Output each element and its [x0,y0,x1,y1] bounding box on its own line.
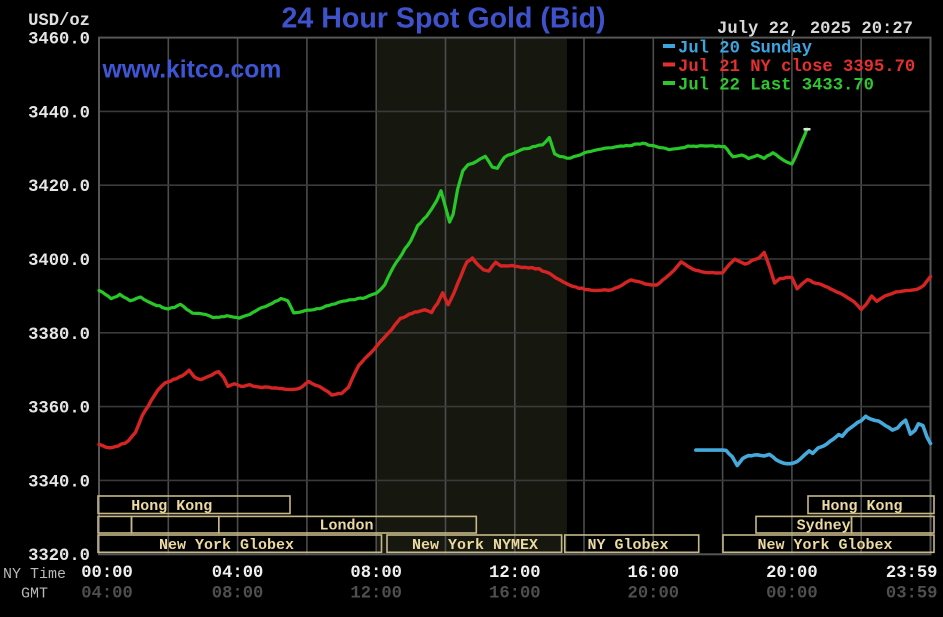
svg-text:00:00: 00:00 [766,585,818,604]
svg-text:3380.0: 3380.0 [28,326,90,345]
svg-text:00:00: 00:00 [81,564,133,583]
svg-text:16:00: 16:00 [628,564,680,583]
svg-text:July 22, 2025 20:27: July 22, 2025 20:27 [717,20,913,39]
svg-text:3320.0: 3320.0 [28,547,90,566]
svg-text:Sydney: Sydney [797,518,851,535]
svg-text:3440.0: 3440.0 [28,104,90,123]
svg-text:24 Hour Spot Gold (Bid): 24 Hour Spot Gold (Bid) [281,3,605,35]
svg-text:3420.0: 3420.0 [28,178,90,197]
svg-text:GMT: GMT [21,586,48,603]
svg-text:08:00: 08:00 [212,585,264,604]
svg-text:New York Globex: New York Globex [159,537,294,554]
svg-text:NY Globex: NY Globex [587,537,668,554]
svg-text:Hong Kong: Hong Kong [821,498,902,515]
svg-text:04:00: 04:00 [212,564,264,583]
svg-text:Jul 20 Sunday: Jul 20 Sunday [678,40,812,59]
svg-text:23:59: 23:59 [886,564,938,583]
svg-text:Hong Kong: Hong Kong [131,498,212,515]
svg-text:03:59: 03:59 [886,585,938,604]
svg-text:3460.0: 3460.0 [28,31,90,50]
svg-text:New York Globex: New York Globex [757,537,892,554]
svg-text:04:00: 04:00 [81,585,133,604]
svg-text:20:00: 20:00 [628,585,680,604]
svg-text:USD/oz: USD/oz [28,12,90,31]
svg-text:20:00: 20:00 [766,564,818,583]
svg-text:3400.0: 3400.0 [28,252,90,271]
svg-text:London: London [319,518,373,535]
svg-text:3340.0: 3340.0 [28,473,90,492]
svg-text:www.kitco.com: www.kitco.com [102,57,282,84]
svg-text:12:00: 12:00 [350,585,402,604]
svg-text:16:00: 16:00 [489,585,541,604]
svg-text:12:00: 12:00 [489,564,541,583]
svg-text:NY Time: NY Time [3,566,66,583]
svg-text:3360.0: 3360.0 [28,400,90,419]
svg-text:08:00: 08:00 [350,564,402,583]
svg-text:New York NYMEX: New York NYMEX [412,537,538,554]
svg-text:Jul 21 NY close 3395.70: Jul 21 NY close 3395.70 [678,58,915,77]
svg-text:Jul 22 Last 3433.70: Jul 22 Last 3433.70 [678,77,874,96]
